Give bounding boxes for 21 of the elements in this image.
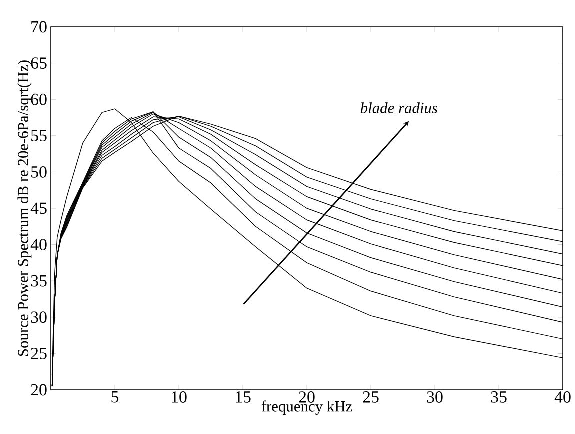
y-tick-label: 65: [31, 58, 47, 69]
x-tick-label: 25: [363, 392, 379, 403]
y-tick-label: 25: [31, 348, 47, 360]
x-tick-label: 35: [491, 392, 507, 403]
y-tick-label: 40: [30, 239, 47, 251]
x-tick-label: 5: [112, 392, 119, 403]
annotation: blade radius: [360, 102, 438, 114]
y-tick-label: 45: [30, 202, 47, 214]
x-tick-label: 15: [236, 392, 251, 403]
y-tick-label: 70: [32, 21, 47, 33]
y-tick-label: 55: [32, 130, 47, 142]
x-axis-title: frequency kHz: [262, 400, 352, 415]
x-tick-label: 10: [172, 392, 187, 403]
y-tick-label: 35: [31, 275, 47, 287]
x-tick-label: 20: [299, 392, 315, 403]
y-tick-label: 30: [31, 312, 47, 324]
y-tick-label: 50: [32, 166, 47, 178]
x-tick-label: 30: [427, 392, 443, 403]
y-axis-title: Source Power Spectrum dB re 20e-6Pa/sqrt(Hz): [18, 60, 32, 356]
y-tick-label: 60: [31, 94, 47, 106]
x-tick-label: 40: [554, 392, 571, 403]
